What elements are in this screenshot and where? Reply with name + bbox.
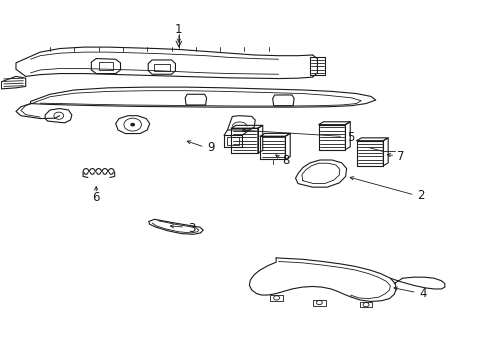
Text: 5: 5 (346, 131, 353, 144)
Circle shape (130, 123, 134, 126)
Text: 9: 9 (207, 141, 215, 154)
Text: 2: 2 (416, 189, 424, 202)
Text: 7: 7 (397, 150, 404, 163)
Text: 6: 6 (92, 191, 100, 204)
Text: 1: 1 (175, 23, 182, 36)
Text: 4: 4 (419, 287, 427, 300)
Text: 8: 8 (282, 154, 289, 167)
Text: 3: 3 (188, 222, 195, 235)
